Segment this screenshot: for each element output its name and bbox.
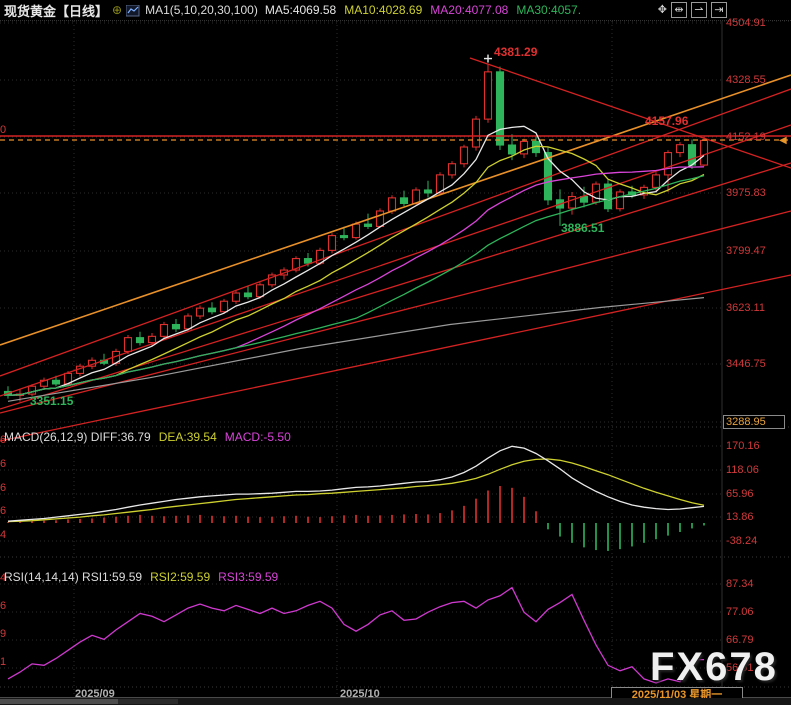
axis-tick-rsi: 77.06 (726, 606, 754, 618)
axis-tick-macd: 65.96 (726, 488, 754, 500)
axis-left-fragment: 6 (0, 600, 7, 612)
rsi-header-value: RSI(14,14,14) RSI1:59.59 (4, 570, 143, 584)
axis-left-fragment: 6 (0, 458, 7, 470)
rsi-header-value: RSI3:59.59 (218, 570, 279, 584)
ma-legend-value: MA10:4028.69 (344, 3, 423, 17)
macd-header-value: DEA:39.54 (158, 430, 217, 444)
price-annotation: 3351.15 (30, 394, 74, 408)
ma-legend-value: MA30:4057. (516, 3, 582, 17)
axis-tick-price-highlight: 3288.95 (723, 415, 785, 429)
price-annotation: 3886.51 (561, 221, 605, 235)
pan-icon[interactable]: ✥ (657, 4, 667, 16)
scroll-right-icon[interactable]: ⇀ (691, 2, 707, 18)
chart-type-icon[interactable] (125, 4, 140, 17)
time-scrollbar[interactable] (0, 698, 791, 705)
ma-legend-value: MA5:4069.58 (264, 3, 337, 17)
axis-left-fragment: 4 (0, 572, 7, 584)
header-bar: 现货黄金【日线】 ⊕ MA1(5,10,20,30,100) MA5:4069.… (0, 0, 791, 21)
axis-tick-macd: -38.24 (726, 535, 758, 547)
axis-tick-macd: 118.06 (726, 464, 759, 476)
ma-legend-value: MA20:4077.08 (430, 3, 509, 17)
time-axis-label: 2025/10 (340, 688, 380, 700)
axis-tick-price: 3623.11 (726, 302, 765, 314)
axis-left-fragment: 0 (0, 124, 7, 136)
scrollbar-thumb[interactable] (0, 699, 118, 704)
axis-tick-macd: 13.86 (726, 511, 754, 523)
axis-left-fragment: 9 (0, 628, 7, 640)
axis-left-fragment: 6 (0, 434, 7, 446)
axis-tick-price: 4504.91 (726, 17, 766, 29)
axis-left-fragment: 6 (0, 482, 7, 494)
toolbar: ✥ ⇹ ⇀ ⇥ (658, 2, 727, 18)
axis-tick-rsi: 56.51 (726, 662, 754, 674)
scrollbar-segment (118, 699, 178, 704)
price-annotation: 4157.96 (645, 114, 689, 128)
scale-x-icon[interactable]: ⇹ (671, 2, 687, 18)
ma-settings-label: MA1(5,10,20,30,100) (145, 3, 258, 17)
page-title: 现货黄金【日线】 (4, 3, 109, 19)
axis-tick-price: 3446.75 (726, 358, 766, 370)
axis-tick-rsi: 66.79 (726, 634, 754, 646)
axis-tick-price: 3799.47 (726, 245, 766, 257)
watermark-logo: FX678 (650, 645, 778, 689)
axis-tick-price: 3975.83 (726, 187, 766, 199)
rsi-pane-header: RSI(14,14,14) RSI1:59.59 RSI2:59.59 RSI3:5… (4, 570, 286, 584)
axis-left-fragment: 4 (0, 529, 7, 541)
ma-values: MA5:4069.58 MA10:4028.69 MA20:4077.08 MA30:… (265, 1, 589, 19)
macd-pane-header: MACD(26,12,9) DIFF:36.79 DEA:39.54 MACD:-5… (4, 430, 299, 444)
last-price-arrow-icon: ◀ (779, 135, 787, 146)
price-annotation: 4381.29 (494, 45, 538, 59)
settings-icon[interactable]: ⊕ (112, 3, 123, 17)
axis-tick-rsi: 87.34 (726, 578, 754, 590)
macd-header-value: MACD(26,12,9) DIFF:36.79 (4, 430, 151, 444)
axis-tick-macd: 170.16 (726, 440, 760, 452)
axis-tick-price: 4328.55 (726, 74, 766, 86)
time-axis-label: 2025/09 (75, 688, 115, 700)
macd-header-value: MACD:-5.50 (224, 430, 291, 444)
axis-left-fragment: 6 (0, 505, 7, 517)
axis-left-fragment: 1 (0, 656, 7, 668)
rsi-header-value: RSI2:59.59 (150, 570, 211, 584)
axis-tick-price: 4152.19 (726, 131, 766, 143)
page-end-icon[interactable]: ⇥ (711, 2, 727, 18)
